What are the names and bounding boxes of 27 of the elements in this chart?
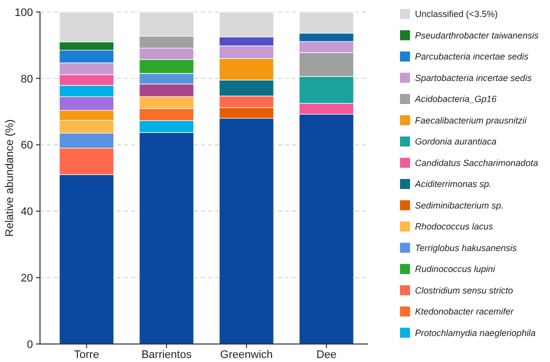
legend-label: Acidobacteria_Gp16 [414, 94, 497, 104]
legend-label: Faecalibacterium prausnitzii [415, 115, 528, 126]
legend-label: Candidatus Saccharimonadota [415, 158, 538, 168]
legend-label: Gordonia aurantiaca [415, 136, 497, 147]
x-tick-label: Greenwich [220, 349, 273, 361]
legend-label: Clostridium sensu stricto [415, 285, 514, 296]
y-tick-label: 0 [26, 338, 33, 351]
legend-label: Aciditerrimonas sp. [414, 179, 492, 190]
legend-label: Rudinococcus lupini [415, 264, 496, 274]
y-tick-label: 60 [20, 140, 33, 152]
legend-label: Spartobacteria incertae sedis [415, 72, 532, 83]
legend-label: Ktedonobacter racemifer [415, 306, 515, 317]
x-tick-label: Barrientos [141, 349, 192, 361]
legend-label: Terriglobus hakusanensis [415, 242, 518, 253]
legend-label: Parcubacteria incertae sedis [415, 52, 530, 62]
legend-label: Unclassified (<3.5%) [415, 9, 498, 20]
y-axis-title: Relative abundance (%) [4, 119, 16, 237]
legend-label: Rhodococcus lacus [415, 222, 494, 232]
y-tick-label: 40 [20, 206, 33, 218]
y-tick-label: 100 [14, 6, 33, 19]
x-tick-label: Dee [316, 349, 337, 361]
legend-label: Sediminibacterium sp. [415, 200, 504, 210]
y-tick-label: 80 [20, 73, 33, 86]
y-tick-label: 20 [20, 272, 33, 284]
legend-label: Protochlamydia naegleriophila [415, 328, 536, 338]
legend-label: Pseudarthrobacter taiwanensis [415, 30, 540, 40]
x-tick-label: Torre [74, 349, 100, 361]
